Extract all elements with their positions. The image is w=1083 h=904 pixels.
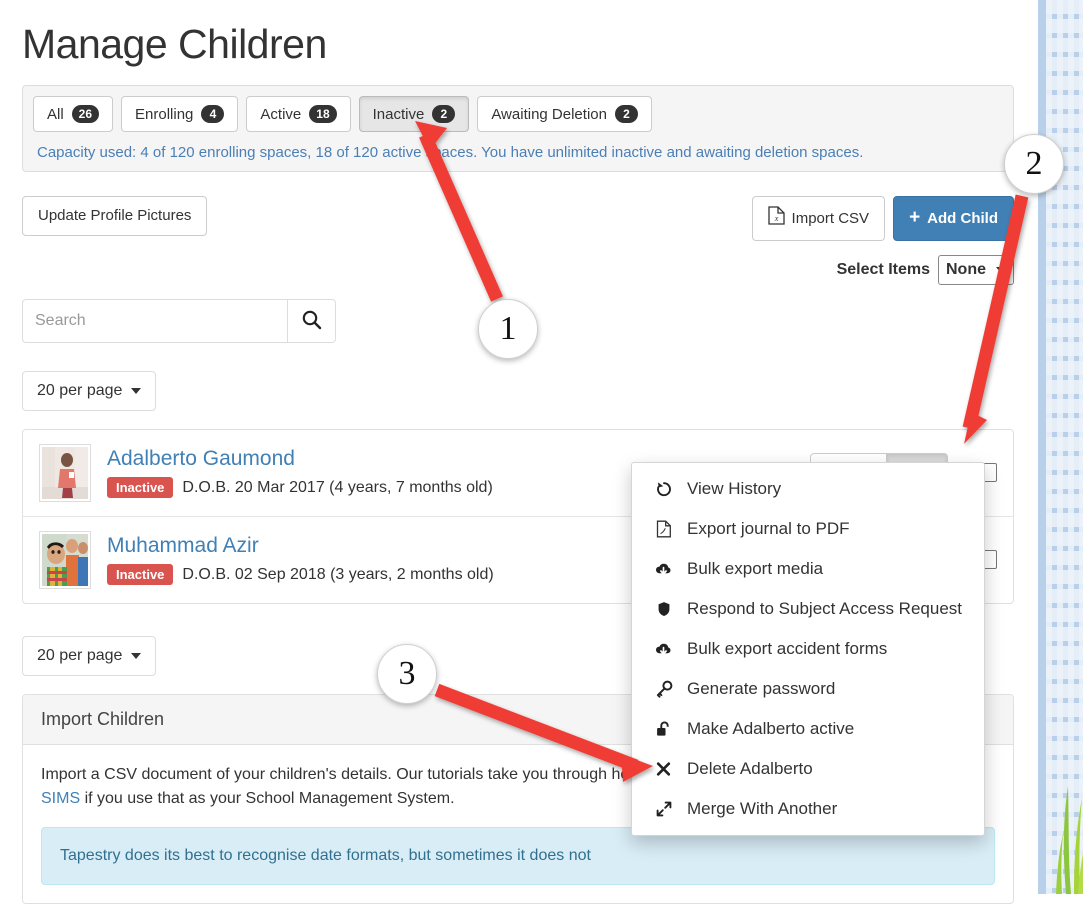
child-meta: Inactive D.O.B. 02 Sep 2018 (3 years, 2 m… xyxy=(107,564,810,586)
child-meta: Inactive D.O.B. 20 Mar 2017 (4 years, 7 m… xyxy=(107,477,810,499)
search-icon xyxy=(301,309,322,333)
svg-text:x: x xyxy=(773,214,778,223)
menu-item-label: Delete Adalberto xyxy=(687,759,813,778)
update-profile-pictures-button[interactable]: Update Profile Pictures xyxy=(22,196,208,236)
tab-label: Awaiting Deletion xyxy=(491,105,607,123)
status-badge: Inactive xyxy=(107,564,174,586)
menu-item-bulk-export-media[interactable]: Bulk export media xyxy=(632,549,984,589)
child-actions-menu: View History Export journal to PDF Bulk ex… xyxy=(631,462,985,836)
select-items-row: Select Items None xyxy=(836,254,1014,285)
import-csv-label: Import CSV xyxy=(791,209,870,227)
add-child-button[interactable]: + Add Child xyxy=(893,196,1014,241)
tab-count-badge: 18 xyxy=(309,105,337,124)
select-items-dropdown[interactable]: None xyxy=(938,254,1014,285)
search-input[interactable] xyxy=(22,298,287,343)
child-name-link[interactable]: Adalberto Gaumond xyxy=(107,447,295,471)
page-title: Manage Children xyxy=(22,21,327,67)
grass-decoration xyxy=(1056,786,1083,894)
menu-item-respond-to-subject-access-request[interactable]: Respond to Subject Access Request xyxy=(632,589,984,629)
filter-panel: All 26 Enrolling 4 Active 18 Inactive 2 Awaiting… xyxy=(22,85,1014,173)
menu-item-export-journal-to-pdf[interactable]: Export journal to PDF xyxy=(632,509,984,549)
capacity-note: Capacity used: 4 of 120 enrolling spaces… xyxy=(37,144,864,162)
unlock-icon xyxy=(654,720,673,738)
select-items-value: None xyxy=(946,260,986,278)
per-page-dropdown-bottom[interactable]: 20 per page xyxy=(22,635,157,676)
menu-item-label: Export journal to PDF xyxy=(687,519,850,538)
child-dob: D.O.B. 20 Mar 2017 (4 years, 7 months ol… xyxy=(182,478,493,496)
child-info: Muhammad Azir Inactive D.O.B. 02 Sep 2018 … xyxy=(107,534,810,586)
tab-count-badge: 2 xyxy=(432,105,456,124)
tab-count-badge: 26 xyxy=(71,105,100,124)
menu-item-label: Make Adalberto active xyxy=(687,719,855,738)
merge-arrows-icon xyxy=(654,800,673,818)
plus-icon: + xyxy=(909,207,921,229)
menu-item-label: Bulk export media xyxy=(687,559,824,578)
pdf-file-icon xyxy=(654,520,673,539)
cloud-download-icon xyxy=(654,640,673,658)
menu-item-view-history[interactable]: View History xyxy=(632,469,984,509)
per-page-dropdown-top[interactable]: 20 per page xyxy=(22,370,157,411)
menu-item-bulk-export-accident-forms[interactable]: Bulk export accident forms xyxy=(632,629,984,669)
date-format-alert: Tapestry does its best to recognise date… xyxy=(41,826,995,885)
import-children-body: Import a CSV document of your children's… xyxy=(23,745,1013,903)
filter-tabs: All 26 Enrolling 4 Active 18 Inactive 2 Awaiting… xyxy=(33,96,1003,133)
child-info: Adalberto Gaumond Inactive D.O.B. 20 Mar 2… xyxy=(107,447,810,499)
menu-item-label: Respond to Subject Access Request xyxy=(687,599,962,618)
import-description-part3: if you use that as your School Managemen… xyxy=(80,789,455,807)
shield-icon xyxy=(654,600,673,618)
import-csv-button[interactable]: x Import CSV xyxy=(751,196,886,241)
menu-item-label: Generate password xyxy=(687,679,836,698)
chevron-down-icon xyxy=(131,652,142,659)
menu-item-label: View History xyxy=(687,479,782,498)
tab-label: Enrolling xyxy=(135,105,194,123)
tab-label: Inactive xyxy=(372,105,425,123)
tab-label: All xyxy=(47,105,64,123)
status-badge: Inactive xyxy=(107,477,174,499)
tab-count-badge: 4 xyxy=(201,105,225,124)
menu-item-make-adalberto-active[interactable]: Make Adalberto active xyxy=(632,709,984,749)
search-row xyxy=(22,298,1014,343)
right-actions-top: x Import CSV + Add Child xyxy=(751,196,1014,241)
select-items-label: Select Items xyxy=(836,260,930,278)
close-x-icon xyxy=(654,760,673,778)
avatar xyxy=(39,443,91,502)
tab-active[interactable]: Active 18 xyxy=(246,96,351,133)
menu-item-delete-adalberto[interactable]: Delete Adalberto xyxy=(632,749,984,789)
cloud-download-icon xyxy=(654,560,673,578)
search-button[interactable] xyxy=(287,298,336,343)
menu-item-merge-with-another[interactable]: Merge With Another xyxy=(632,789,984,829)
key-icon xyxy=(654,680,673,698)
tab-awaiting-deletion[interactable]: Awaiting Deletion 2 xyxy=(477,96,652,133)
menu-item-label: Merge With Another xyxy=(687,799,838,818)
per-page-label-top: 20 per page xyxy=(37,381,123,399)
tab-enrolling[interactable]: Enrolling 4 xyxy=(121,96,239,133)
action-bar: Update Profile Pictures x Import CSV + xyxy=(22,196,1014,285)
child-dob: D.O.B. 02 Sep 2018 (3 years, 2 months ol… xyxy=(182,565,494,583)
tab-label: Active xyxy=(260,105,302,123)
per-page-label-bottom: 20 per page xyxy=(37,646,123,664)
tab-inactive[interactable]: Inactive 2 xyxy=(358,96,470,133)
page-background-strip xyxy=(1038,0,1083,894)
right-actions: x Import CSV + Add Child Select Items No… xyxy=(751,196,1014,285)
chevron-down-icon xyxy=(131,387,142,394)
add-child-label: Add Child xyxy=(927,209,998,227)
menu-item-generate-password[interactable]: Generate password xyxy=(632,669,984,709)
chevron-down-icon xyxy=(996,266,1006,273)
child-name-link[interactable]: Muhammad Azir xyxy=(107,534,259,558)
tab-all[interactable]: All 26 xyxy=(33,96,114,133)
csv-file-icon: x xyxy=(767,206,785,231)
menu-item-label: Bulk export accident forms xyxy=(687,639,888,658)
avatar xyxy=(39,530,91,589)
tab-count-badge: 2 xyxy=(614,105,638,124)
history-icon xyxy=(654,480,673,498)
